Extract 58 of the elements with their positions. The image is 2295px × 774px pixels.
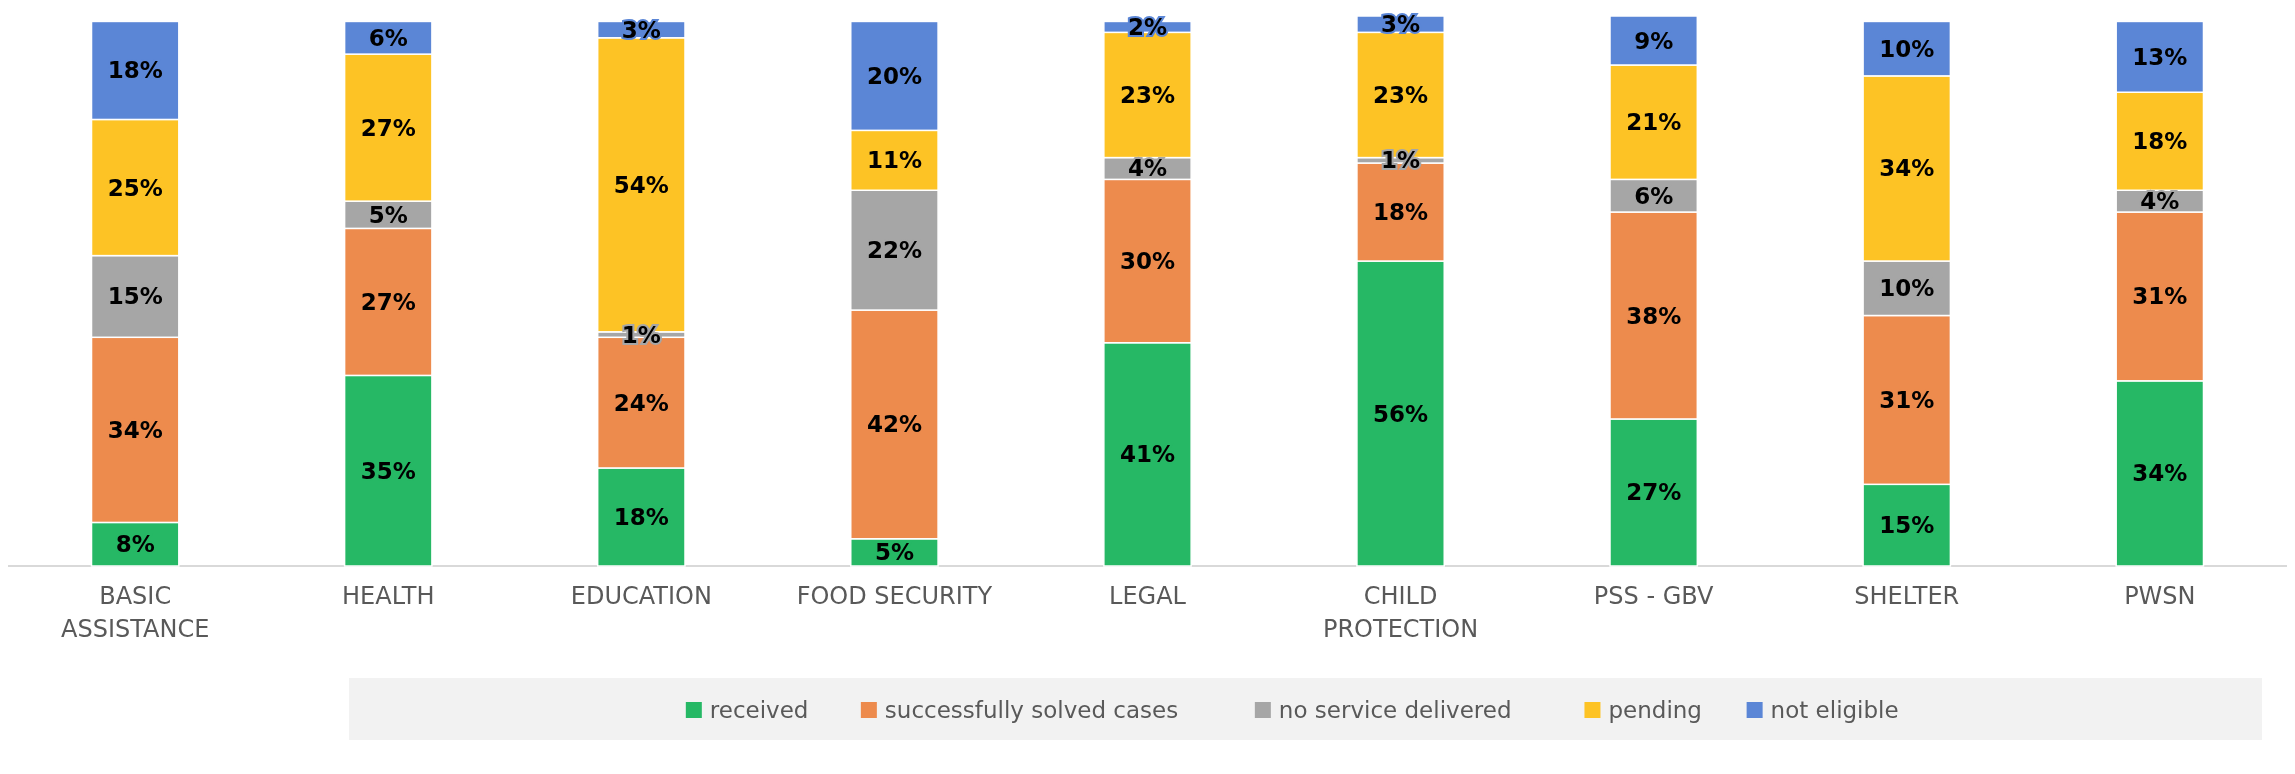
data-label: 3%: [1381, 11, 1421, 38]
legend-label: received: [709, 697, 809, 723]
data-label: 18%: [613, 503, 669, 530]
x-tick-label: FOOD SECURITY: [796, 582, 993, 610]
data-label: 21%: [1626, 109, 1682, 136]
data-label: 34%: [2132, 460, 2188, 487]
data-label: 27%: [360, 288, 416, 315]
data-label: 15%: [107, 283, 163, 310]
data-label: 15%: [1879, 512, 1935, 539]
data-label: 1%: [621, 321, 661, 348]
data-label: 27%: [1626, 479, 1682, 506]
legend-label: pending: [1608, 697, 1702, 723]
data-label: 9%: [1634, 27, 1674, 54]
data-label: 1%: [1381, 147, 1421, 174]
data-label: 31%: [2132, 283, 2188, 310]
data-label: 41%: [1119, 441, 1176, 468]
data-label: 18%: [2132, 128, 2188, 155]
data-label: 3%: [621, 16, 661, 43]
legend-label: not eligible: [1770, 697, 1899, 723]
data-label: 18%: [1373, 199, 1429, 226]
data-label: 6%: [368, 24, 408, 51]
data-label: 13%: [2132, 43, 2188, 70]
data-label: 35%: [360, 457, 416, 484]
data-label: 27%: [360, 114, 416, 141]
data-label: 18%: [107, 57, 163, 84]
data-label: 22%: [866, 237, 922, 264]
data-label: 31%: [1879, 386, 1935, 413]
data-label: 5%: [368, 201, 408, 228]
x-tick-label: CHILD PROTECTION: [1322, 582, 1479, 643]
x-tick-label: BASIC ASSISTANCE: [61, 582, 210, 643]
x-tick-label: LEGAL: [1109, 582, 1187, 610]
data-label: 20%: [866, 62, 922, 89]
x-tick-label: PWSN: [2124, 582, 2196, 610]
data-label: 24%: [613, 389, 669, 416]
data-label: 56%: [1373, 400, 1429, 427]
legend-label: no service delivered: [1278, 697, 1512, 723]
data-label: 8%: [115, 531, 155, 558]
data-label: 23%: [1119, 81, 1176, 108]
data-label: 25%: [107, 174, 163, 201]
data-label: 10%: [1879, 35, 1935, 62]
data-label: 34%: [1879, 155, 1935, 182]
data-label: 6%: [1634, 182, 1674, 209]
x-tick-label: HEALTH: [342, 582, 435, 610]
data-label: 5%: [874, 539, 914, 566]
x-tick-label: SHELTER: [1854, 582, 1960, 610]
legend-label: successfully solved cases: [884, 697, 1179, 723]
data-label: 38%: [1626, 302, 1682, 329]
data-label: 23%: [1373, 81, 1429, 108]
data-label: 11%: [866, 147, 922, 174]
data-label: 54%: [613, 171, 669, 198]
data-label: 34%: [107, 416, 163, 443]
data-label: 10%: [1879, 275, 1935, 302]
data-label: 4%: [1127, 155, 1168, 182]
data-label: 30%: [1119, 248, 1176, 275]
x-tick-label: EDUCATION: [570, 582, 712, 610]
data-label: 4%: [2140, 188, 2180, 215]
x-tick-label: PSS - GBV: [1593, 582, 1715, 610]
data-label: 42%: [866, 411, 922, 438]
